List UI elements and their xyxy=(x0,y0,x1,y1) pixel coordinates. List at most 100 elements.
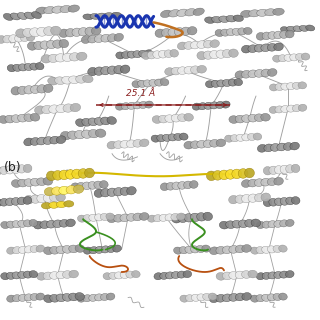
Ellipse shape xyxy=(280,31,288,38)
Ellipse shape xyxy=(250,295,259,302)
Ellipse shape xyxy=(113,245,121,252)
Ellipse shape xyxy=(94,181,102,189)
Ellipse shape xyxy=(107,141,116,149)
Ellipse shape xyxy=(121,103,130,110)
Ellipse shape xyxy=(188,27,197,35)
Ellipse shape xyxy=(23,164,32,172)
Ellipse shape xyxy=(12,221,21,228)
Ellipse shape xyxy=(34,41,43,50)
Ellipse shape xyxy=(254,179,264,187)
Ellipse shape xyxy=(292,196,300,204)
Ellipse shape xyxy=(153,215,162,222)
Ellipse shape xyxy=(242,292,252,300)
Ellipse shape xyxy=(262,294,270,301)
Ellipse shape xyxy=(17,165,26,173)
Ellipse shape xyxy=(208,293,217,300)
Ellipse shape xyxy=(186,295,194,302)
Ellipse shape xyxy=(280,271,288,278)
Ellipse shape xyxy=(139,50,147,57)
Ellipse shape xyxy=(267,44,277,51)
Ellipse shape xyxy=(141,52,150,60)
Ellipse shape xyxy=(68,131,78,139)
Ellipse shape xyxy=(18,86,27,94)
Ellipse shape xyxy=(100,293,109,300)
Ellipse shape xyxy=(165,115,174,123)
Ellipse shape xyxy=(5,166,14,174)
Ellipse shape xyxy=(284,143,293,150)
Ellipse shape xyxy=(229,293,238,301)
Ellipse shape xyxy=(284,54,293,61)
Ellipse shape xyxy=(114,214,123,222)
Ellipse shape xyxy=(177,213,185,220)
Ellipse shape xyxy=(285,30,294,38)
Ellipse shape xyxy=(5,198,14,206)
Ellipse shape xyxy=(48,77,58,85)
Ellipse shape xyxy=(7,295,15,302)
Ellipse shape xyxy=(94,117,104,125)
Ellipse shape xyxy=(235,71,244,79)
Ellipse shape xyxy=(30,28,40,37)
Ellipse shape xyxy=(53,171,63,180)
Ellipse shape xyxy=(248,179,258,187)
Ellipse shape xyxy=(230,135,239,142)
Ellipse shape xyxy=(0,199,2,207)
Ellipse shape xyxy=(212,16,222,23)
Ellipse shape xyxy=(257,9,268,16)
Ellipse shape xyxy=(254,69,264,77)
Ellipse shape xyxy=(69,293,78,301)
Ellipse shape xyxy=(268,221,276,228)
Ellipse shape xyxy=(107,66,117,74)
Ellipse shape xyxy=(158,115,168,123)
Ellipse shape xyxy=(168,28,178,36)
Ellipse shape xyxy=(53,220,62,228)
Ellipse shape xyxy=(204,40,213,48)
Ellipse shape xyxy=(43,194,53,202)
Ellipse shape xyxy=(114,33,124,41)
Ellipse shape xyxy=(73,185,84,193)
Ellipse shape xyxy=(92,27,101,35)
Ellipse shape xyxy=(3,35,12,43)
Ellipse shape xyxy=(242,244,251,252)
Ellipse shape xyxy=(36,63,44,70)
Ellipse shape xyxy=(281,106,289,113)
Ellipse shape xyxy=(107,215,116,223)
Ellipse shape xyxy=(40,41,50,49)
Ellipse shape xyxy=(76,52,87,60)
Ellipse shape xyxy=(306,25,315,31)
Ellipse shape xyxy=(46,40,56,49)
Ellipse shape xyxy=(107,245,116,252)
Ellipse shape xyxy=(274,177,284,185)
Ellipse shape xyxy=(71,183,80,191)
Ellipse shape xyxy=(24,196,34,204)
Ellipse shape xyxy=(163,134,171,141)
Ellipse shape xyxy=(66,219,75,227)
Ellipse shape xyxy=(268,32,276,39)
Ellipse shape xyxy=(178,67,187,75)
Ellipse shape xyxy=(127,51,136,58)
Ellipse shape xyxy=(177,9,188,17)
Ellipse shape xyxy=(62,53,73,61)
Ellipse shape xyxy=(181,27,190,36)
Ellipse shape xyxy=(261,113,270,121)
Ellipse shape xyxy=(279,245,287,252)
Ellipse shape xyxy=(157,135,165,142)
Ellipse shape xyxy=(60,132,71,140)
Ellipse shape xyxy=(0,36,5,44)
Ellipse shape xyxy=(56,104,67,113)
Ellipse shape xyxy=(101,67,110,75)
Ellipse shape xyxy=(50,246,59,254)
Ellipse shape xyxy=(6,221,15,228)
Ellipse shape xyxy=(177,271,186,278)
Ellipse shape xyxy=(261,178,270,186)
Ellipse shape xyxy=(37,195,46,203)
Ellipse shape xyxy=(161,10,172,18)
Ellipse shape xyxy=(248,114,258,122)
Ellipse shape xyxy=(120,271,129,278)
Ellipse shape xyxy=(15,34,23,42)
Ellipse shape xyxy=(127,187,136,195)
Ellipse shape xyxy=(107,188,117,196)
Ellipse shape xyxy=(49,202,59,208)
Ellipse shape xyxy=(216,101,224,108)
Ellipse shape xyxy=(292,105,301,112)
Ellipse shape xyxy=(56,136,66,144)
